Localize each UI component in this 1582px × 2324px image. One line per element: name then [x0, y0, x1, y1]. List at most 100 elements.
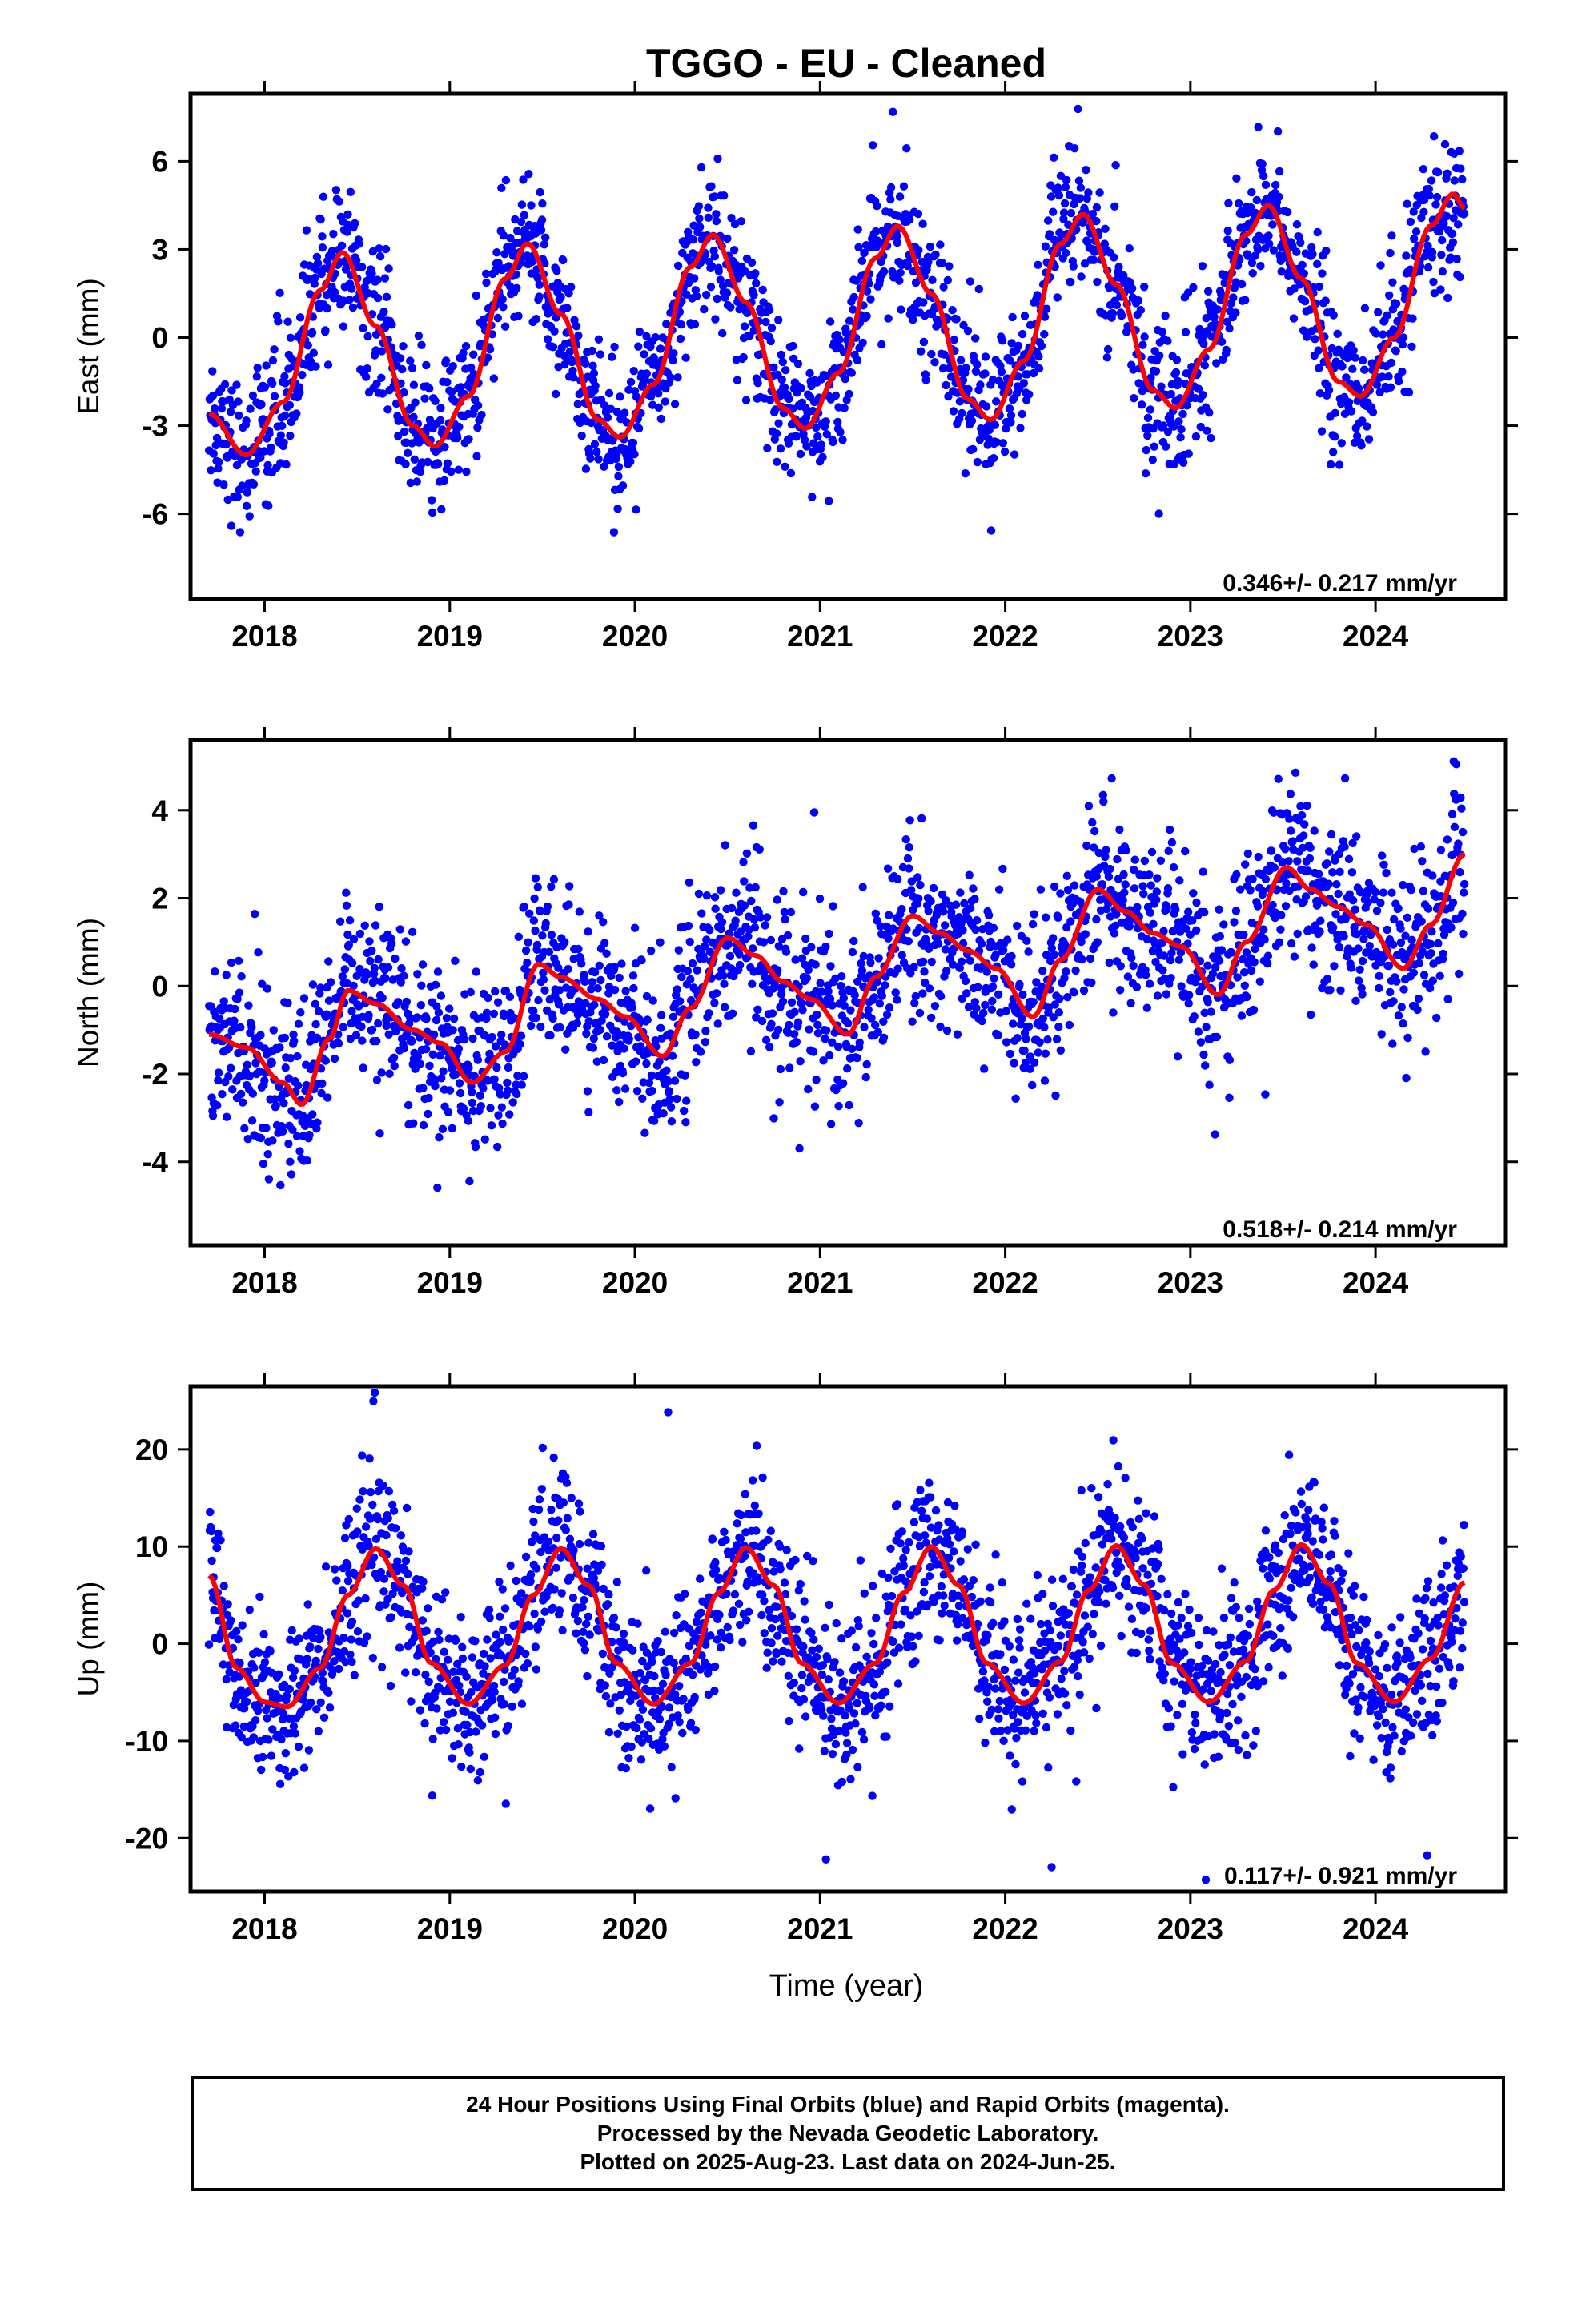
- north-data-point: [728, 1009, 737, 1018]
- north-data-point: [1259, 887, 1267, 896]
- east-data-point: [548, 343, 558, 352]
- up-data-point: [332, 1576, 341, 1585]
- up-data-point: [382, 1530, 391, 1540]
- east-data-point: [264, 501, 273, 510]
- east-data-point: [713, 154, 722, 163]
- north-data-point: [1306, 843, 1315, 853]
- east-data-point: [805, 368, 814, 378]
- east-data-point: [535, 292, 544, 301]
- east-data-point: [740, 322, 749, 331]
- north-data-point: [543, 902, 552, 911]
- north-data-point: [915, 1008, 925, 1018]
- north-data-point: [1111, 921, 1120, 931]
- north-data-point: [873, 1027, 883, 1037]
- east-data-point: [1449, 214, 1458, 223]
- east-data-point: [1085, 69, 1093, 77]
- east-data-point: [780, 383, 789, 392]
- north-data-point: [1235, 885, 1245, 894]
- north-data-point: [240, 1124, 249, 1133]
- east-data-point: [1430, 132, 1439, 141]
- east-data-point: [765, 305, 774, 315]
- north-data-point: [1024, 1022, 1034, 1031]
- east-data-point: [802, 442, 811, 451]
- east-data-point: [1146, 373, 1155, 382]
- north-data-point: [375, 1129, 384, 1138]
- east-data-point: [311, 362, 320, 371]
- north-data-point: [879, 1017, 888, 1027]
- east-data-point: [840, 404, 849, 412]
- north-data-point: [636, 1042, 645, 1051]
- east-data-point: [1138, 387, 1147, 396]
- up-data-point: [444, 1634, 453, 1643]
- up-data-point: [321, 1562, 331, 1571]
- east-data-point: [1331, 408, 1339, 417]
- north-data-point: [1326, 986, 1335, 995]
- east-data-point: [786, 468, 796, 478]
- east-data-point: [990, 420, 1000, 429]
- north-data-point: [263, 1150, 272, 1159]
- north-data-point: [1274, 774, 1283, 783]
- north-data-point: [1254, 852, 1263, 862]
- north-data-point: [1145, 870, 1154, 879]
- up-data-point: [264, 1735, 273, 1744]
- east-data-point: [841, 328, 851, 337]
- north-data-point: [487, 1121, 496, 1130]
- east-data-point: [286, 333, 295, 342]
- east-data-point: [753, 379, 762, 388]
- north-data-point: [1293, 929, 1302, 939]
- north-data-point: [839, 994, 849, 1003]
- east-data-point: [282, 460, 291, 469]
- north-data-point: [286, 1157, 295, 1166]
- north-data-point: [527, 1021, 536, 1031]
- east-data-point: [1136, 306, 1146, 315]
- north-data-point: [1439, 931, 1449, 939]
- north-data-point: [351, 1031, 361, 1039]
- north-data-point: [1230, 918, 1239, 927]
- east-data-point: [1254, 123, 1263, 131]
- east-data-point: [1151, 367, 1161, 376]
- north-data-point: [939, 907, 948, 916]
- east-data-point: [1045, 230, 1054, 239]
- east-data-point: [1070, 144, 1079, 153]
- east-data-point: [986, 526, 996, 535]
- east-data-point: [1225, 324, 1234, 333]
- north-data-point: [222, 971, 231, 979]
- north-data-point: [761, 921, 769, 930]
- east-data-point: [1384, 372, 1393, 381]
- north-data-point: [787, 998, 797, 1007]
- east-data-point: [610, 342, 619, 352]
- north-data-point: [853, 1053, 861, 1063]
- north-data-point: [861, 1072, 870, 1082]
- north-data-point: [1098, 790, 1108, 799]
- north-data-point: [1276, 925, 1285, 934]
- north-data-point: [1432, 1013, 1441, 1023]
- up-data-point: [379, 1587, 388, 1596]
- up-data-point: [412, 1668, 420, 1677]
- north-data-point: [445, 1004, 454, 1013]
- north-data-point: [816, 979, 825, 987]
- north-data-point: [1205, 1080, 1214, 1089]
- north-data-point: [683, 967, 693, 975]
- north-data-point: [972, 1003, 981, 1013]
- north-data-point: [781, 915, 789, 924]
- north-data-point: [237, 972, 246, 981]
- east-data-point: [1020, 312, 1030, 320]
- east-data-point: [1158, 328, 1166, 336]
- north-data-point: [624, 1035, 633, 1043]
- east-data-point: [992, 438, 1002, 447]
- north-data-point: [907, 877, 917, 886]
- north-data-point: [752, 1013, 761, 1022]
- east-data-point: [1299, 269, 1309, 278]
- north-data-point: [885, 911, 893, 919]
- north-data-point: [367, 1025, 377, 1035]
- north-data-point: [1207, 1007, 1215, 1016]
- east-data-point: [493, 313, 502, 323]
- north-data-point: [294, 1081, 303, 1090]
- east-data-point: [833, 417, 842, 427]
- east-data-point: [689, 235, 697, 244]
- north-data-point: [1352, 832, 1361, 841]
- east-data-point: [992, 397, 1001, 406]
- north-data-point: [1147, 847, 1157, 857]
- north-data-point: [218, 1090, 227, 1099]
- north-data-point: [1246, 886, 1255, 895]
